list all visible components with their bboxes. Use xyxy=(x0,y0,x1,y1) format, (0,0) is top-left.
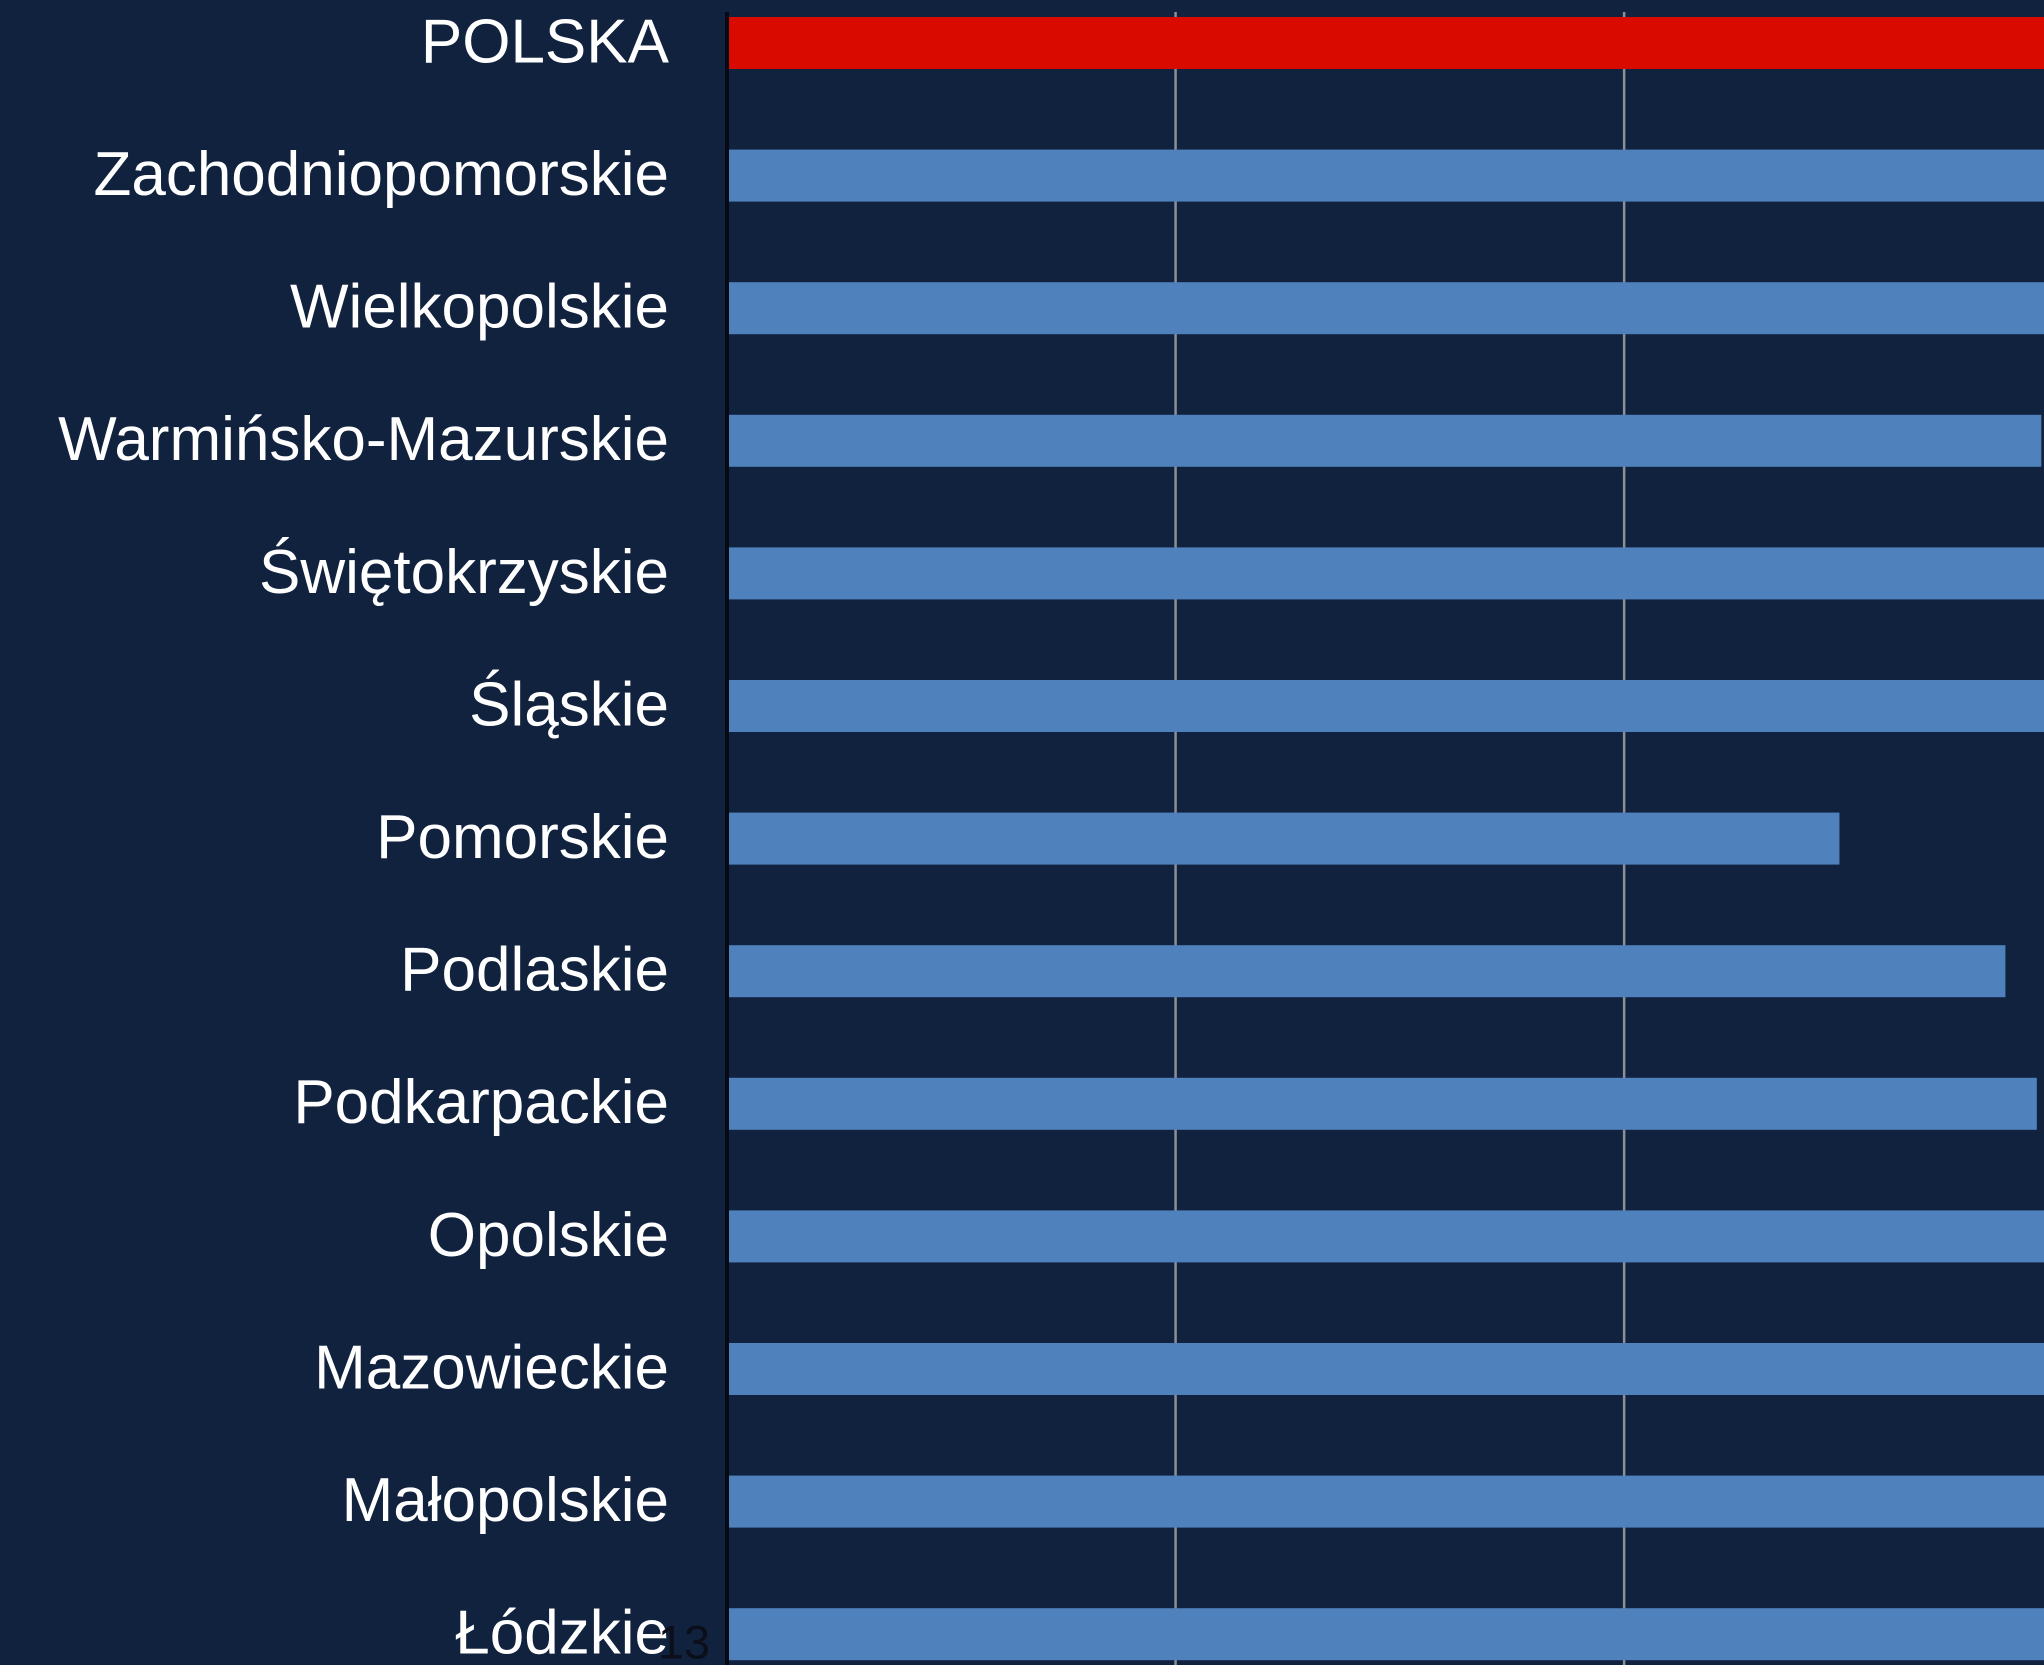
bar xyxy=(729,1077,2037,1130)
bar xyxy=(729,680,2044,732)
y-tick-label: POLSKA xyxy=(421,7,670,76)
plot-area: POLSKA Zachodniopomorskie Wielkopolskie War… xyxy=(58,7,2044,1665)
bar xyxy=(729,812,1840,865)
bar xyxy=(729,1608,2044,1661)
bar xyxy=(729,1475,2044,1528)
y-tick-label: Podlaskie xyxy=(400,936,669,1005)
y-tick-label: Świętokrzyskie xyxy=(259,538,669,607)
bar xyxy=(729,1343,2044,1395)
bar xyxy=(729,282,2044,335)
y-tick-label: Wielkopolskie xyxy=(290,273,669,342)
page-number: 13 xyxy=(658,1615,710,1665)
bar xyxy=(729,945,2006,998)
y-tick-label: Małopolskie xyxy=(342,1466,669,1535)
y-tick-label: Warmińsko-Mazurskie xyxy=(58,405,669,474)
bar xyxy=(729,17,2044,69)
y-tick-label: Podkarpackie xyxy=(293,1068,669,1137)
y-tick-label: Mazowieckie xyxy=(314,1333,669,1402)
bar xyxy=(729,1210,2044,1263)
y-tick-label: Pomorskie xyxy=(376,803,669,872)
y-tick-label: Opolskie xyxy=(428,1201,669,1270)
bar xyxy=(729,547,2044,600)
y-tick-label: Śląskie xyxy=(469,670,669,739)
y-tick-label: Zachodniopomorskie xyxy=(93,140,669,209)
bar xyxy=(729,414,2042,467)
bar xyxy=(729,149,2044,202)
y-tick-label: Łódzkie xyxy=(455,1599,669,1665)
